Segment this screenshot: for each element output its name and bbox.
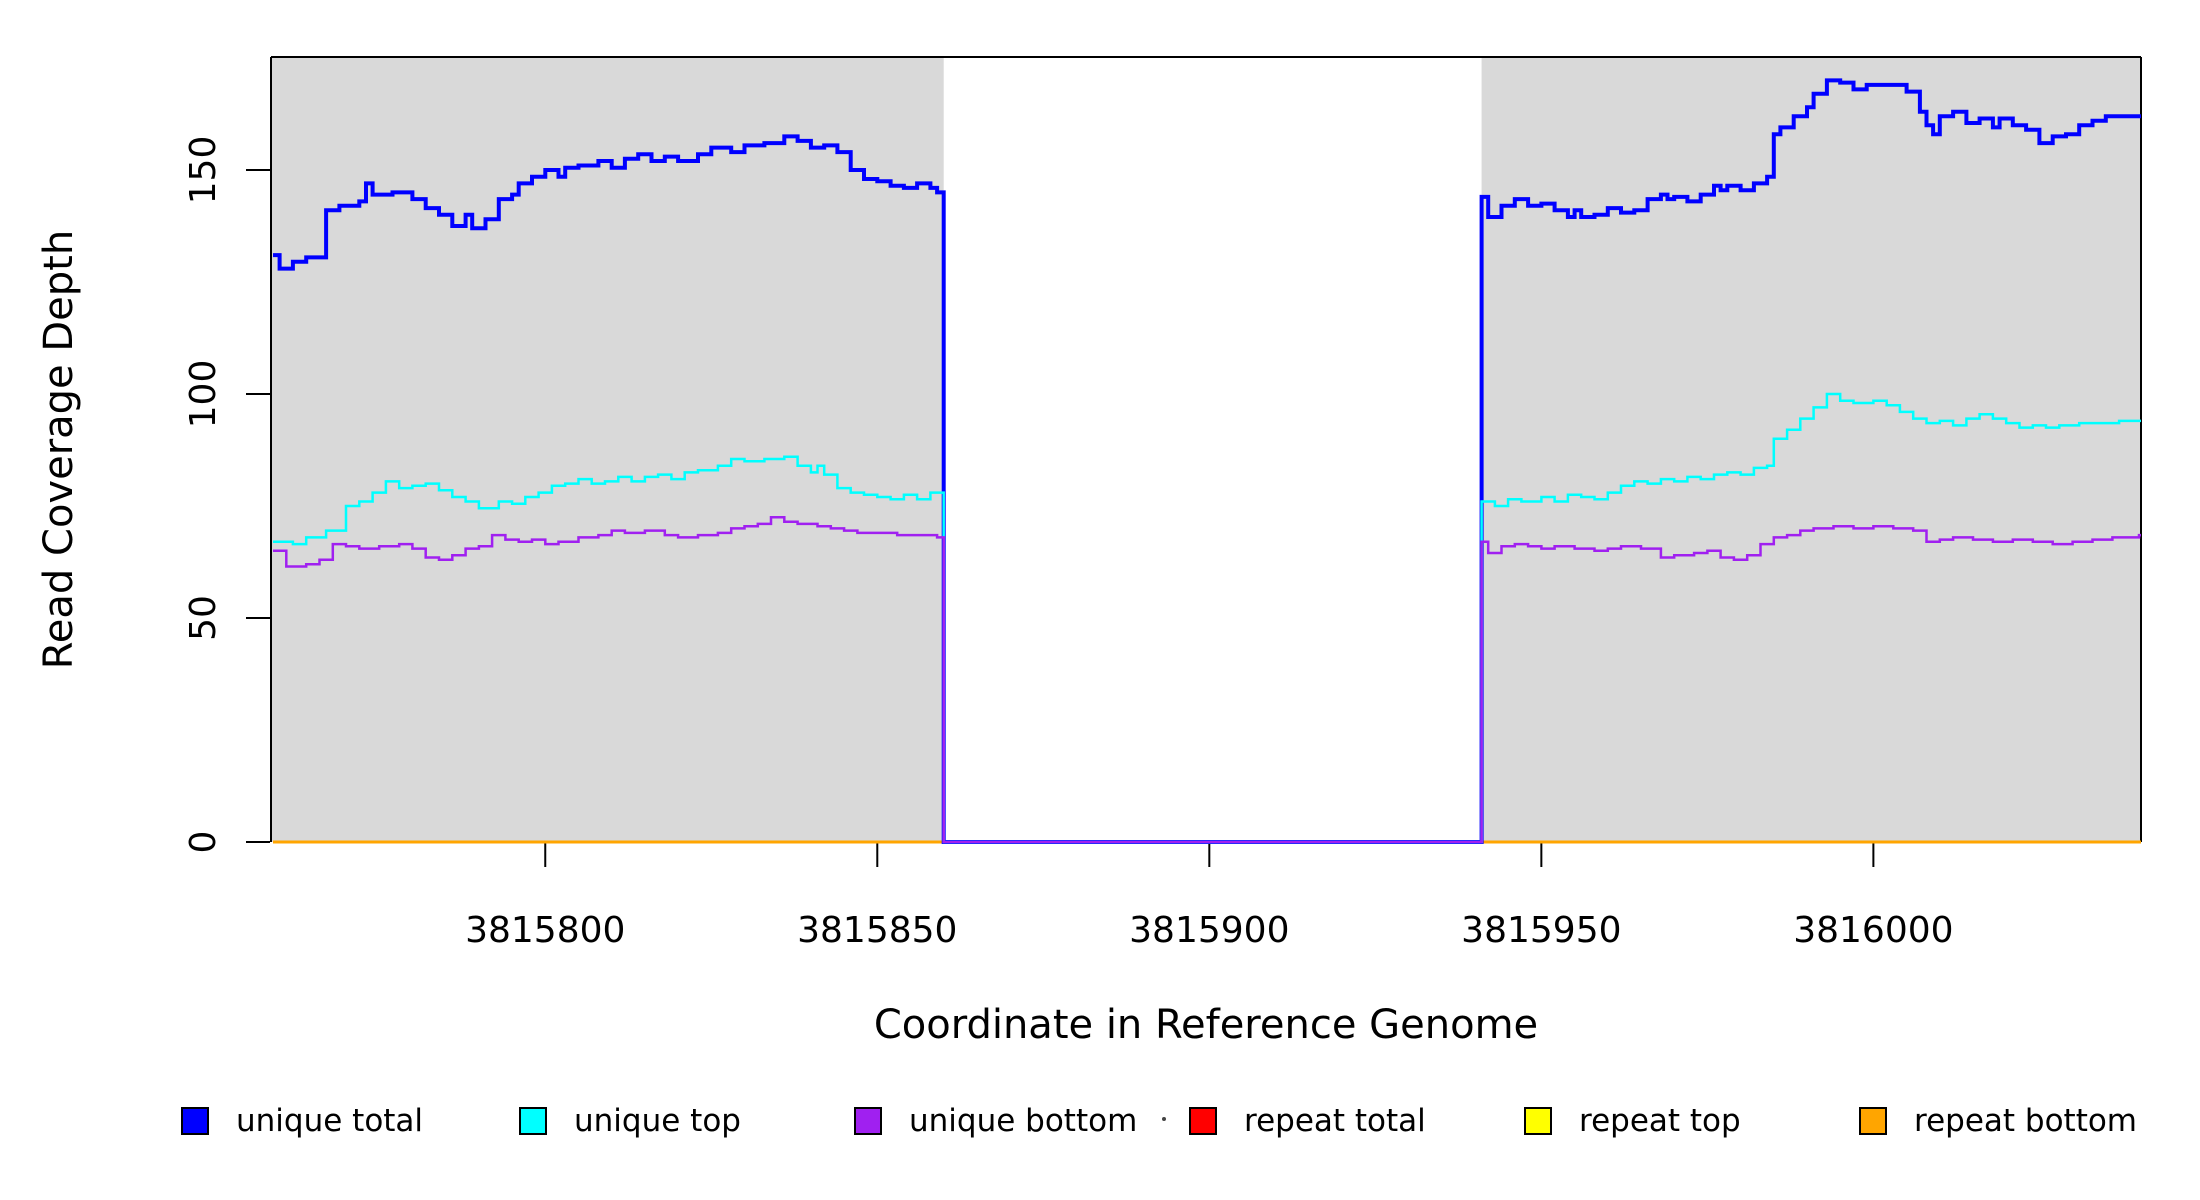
y-tick-label: 100 xyxy=(183,360,224,429)
series-unique-total xyxy=(273,78,2141,844)
legend-label-repeat-top: repeat top xyxy=(1579,1103,1741,1139)
y-tick-label: 0 xyxy=(183,831,224,854)
legend-swatch-repeat-top xyxy=(1524,1107,1552,1135)
y-tick-label: 150 xyxy=(183,136,224,205)
series-unique-bottom xyxy=(273,515,2141,844)
x-tick-label: 3815850 xyxy=(797,910,957,951)
x-axis-title: Coordinate in Reference Genome xyxy=(874,1002,1538,1048)
legend-swatch-unique-top xyxy=(519,1107,547,1135)
legend-swatch-unique-bottom xyxy=(854,1107,882,1135)
legend-swatch-unique-total xyxy=(181,1107,209,1135)
y-tick-label: 50 xyxy=(183,595,224,641)
x-tick-label: 3815900 xyxy=(1129,910,1289,951)
y-axis-title: Read Coverage Depth xyxy=(36,230,82,669)
right-unique-region xyxy=(1481,57,2141,842)
legend-label-repeat-total: repeat total xyxy=(1244,1103,1426,1139)
legend-label-repeat-bottom: repeat bottom xyxy=(1914,1103,2137,1139)
x-tick-label: 3815950 xyxy=(1461,910,1621,951)
left-unique-region xyxy=(271,57,944,842)
x-tick-label: 3816000 xyxy=(1793,910,1953,951)
x-tick-label: 3815800 xyxy=(465,910,625,951)
legend-swatch-repeat-total xyxy=(1189,1107,1217,1135)
stray-dot xyxy=(1162,1117,1166,1121)
legend-label-unique-total: unique total xyxy=(236,1103,423,1139)
legend-swatch-repeat-bottom xyxy=(1859,1107,1887,1135)
legend-label-unique-bottom: unique bottom xyxy=(909,1103,1137,1139)
legend-label-unique-top: unique top xyxy=(574,1103,741,1139)
